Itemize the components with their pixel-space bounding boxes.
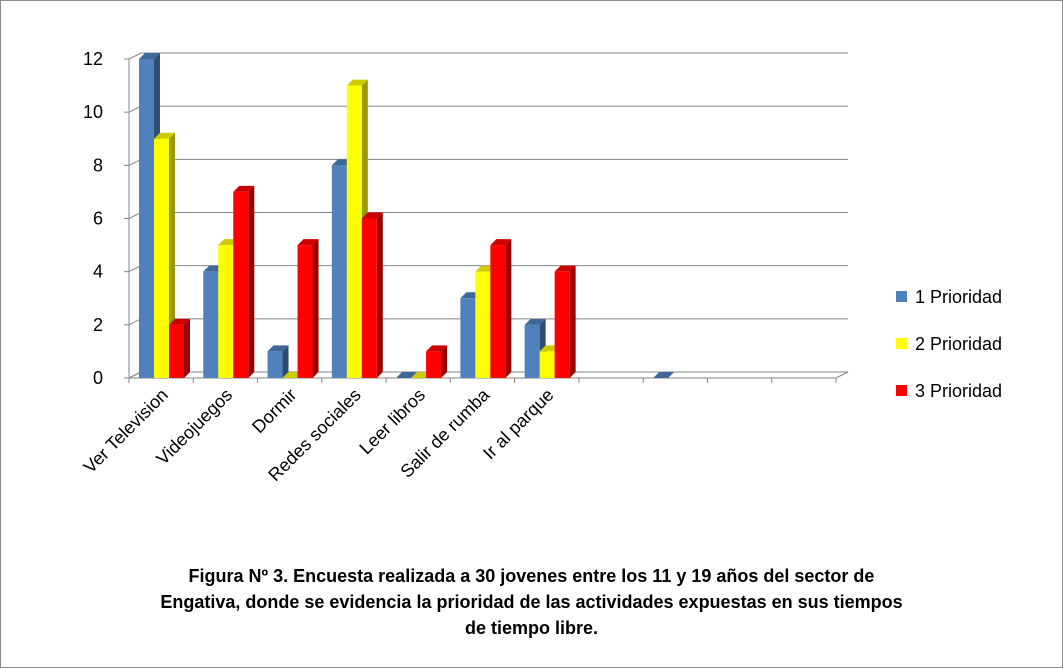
bar-top (554, 265, 576, 272)
bar-top (346, 79, 368, 86)
bar-top (233, 185, 255, 192)
bar (426, 351, 442, 378)
bar-side (248, 185, 255, 378)
caption: Figura Nº 3. Encuesta realizada a 30 jov… (160, 566, 903, 638)
bar-top (426, 345, 448, 352)
bar-top (169, 318, 190, 325)
bar (361, 218, 377, 378)
bar-side (569, 265, 576, 378)
bar-top (139, 53, 160, 59)
bar (169, 324, 184, 378)
grid-line (128, 52, 848, 60)
bar-side (505, 239, 512, 378)
bar-top (653, 372, 675, 378)
legend-label: 2 Prioridad (915, 334, 1002, 354)
legend-swatch (896, 338, 907, 349)
grid-line (128, 105, 848, 113)
bar (539, 351, 555, 378)
legend-swatch (896, 385, 907, 396)
legend-label: 1 Prioridad (915, 287, 1002, 307)
bar (554, 271, 570, 378)
bar (346, 85, 362, 378)
bar-top (490, 239, 512, 246)
bar-top (396, 372, 418, 378)
bar-side (376, 212, 383, 378)
y-tick-label: 2 (93, 315, 103, 335)
bar (297, 245, 313, 378)
bar-side (282, 345, 289, 378)
bar-top (297, 239, 319, 246)
bar (490, 245, 506, 378)
y-tick-label: 4 (93, 262, 103, 282)
floor (128, 371, 849, 379)
bar-side (184, 318, 190, 378)
x-tick-label: Dormir (248, 385, 300, 437)
bar-top (361, 212, 383, 219)
bar (460, 298, 476, 378)
y-tick-label: 12 (83, 49, 103, 69)
bar (233, 191, 249, 378)
bar-top (524, 318, 546, 325)
bar-top (154, 132, 175, 139)
bar (475, 271, 491, 378)
legend-label: 3 Prioridad (915, 381, 1002, 401)
x-tick-label: Ver Television (80, 385, 172, 477)
y-tick-label: 8 (93, 155, 103, 175)
bar (524, 324, 540, 378)
bar (139, 59, 154, 378)
bar (218, 245, 234, 378)
bar-side (169, 132, 175, 378)
y-tick-label: 10 (83, 102, 103, 122)
legend-swatch (896, 291, 907, 302)
bar (154, 138, 169, 378)
bar (267, 351, 283, 378)
y-tick-label: 6 (93, 209, 103, 229)
grid-line (128, 158, 848, 166)
y-tick-label: 0 (93, 368, 103, 388)
bar-top (267, 345, 289, 352)
bar (203, 271, 219, 378)
bar-side (312, 239, 319, 378)
bar (331, 165, 347, 378)
bar-side (441, 345, 448, 378)
caption-box: Figura Nº 3. Encuesta realizada a 30 jov… (1, 563, 1062, 641)
